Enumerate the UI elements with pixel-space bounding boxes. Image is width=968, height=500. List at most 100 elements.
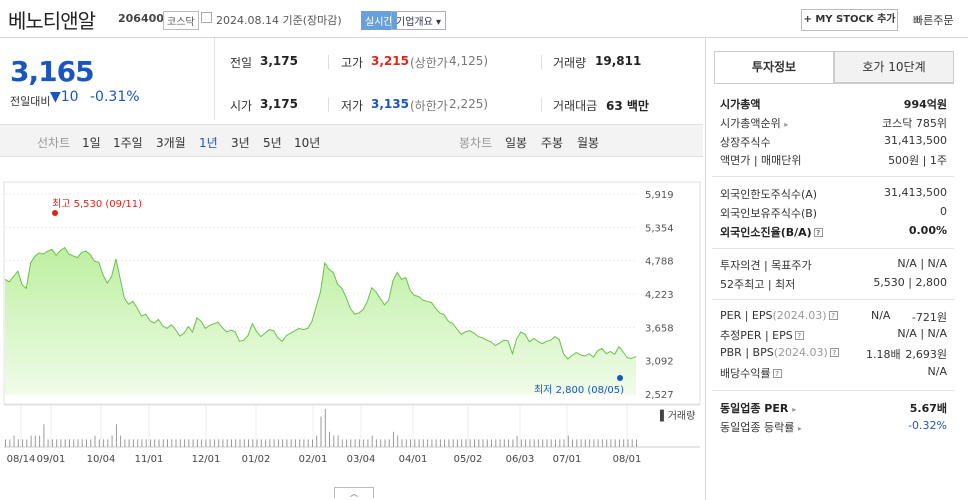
volume-bar bbox=[465, 439, 467, 447]
market-cap-rank-label[interactable]: 시가총액순위 ▸ bbox=[720, 115, 788, 131]
volume-bar bbox=[98, 439, 100, 447]
my-stock-add-button[interactable]: + MY STOCK 추가 bbox=[801, 9, 898, 31]
volume-bar bbox=[290, 439, 292, 447]
pbr-bps-date: (2024.03) bbox=[773, 346, 828, 359]
volume-bar bbox=[508, 439, 510, 447]
y-tick-label: 5,919 bbox=[645, 190, 674, 201]
foreign-holding-value: 0 bbox=[940, 205, 947, 218]
volume-bar bbox=[307, 439, 309, 447]
volume-bar bbox=[563, 439, 565, 447]
company-info-dropdown[interactable]: 기업개요 ▾ bbox=[391, 11, 447, 30]
volume-bar bbox=[461, 439, 463, 447]
price-line bbox=[4, 246, 637, 360]
volume-bar bbox=[623, 439, 625, 447]
compare-label: 전일대비 bbox=[10, 95, 51, 108]
industry-per-label[interactable]: 동일업종 PER ▸ bbox=[720, 400, 796, 416]
volume-bar bbox=[273, 439, 275, 447]
help-icon[interactable]: ? bbox=[828, 311, 838, 320]
stock-code: 206400 bbox=[118, 12, 164, 25]
volume-bar bbox=[512, 439, 514, 447]
x-tick-label: 09/01 bbox=[37, 454, 66, 465]
realtime-button[interactable]: 실시간 bbox=[361, 11, 397, 30]
open-label: 시가 bbox=[230, 99, 253, 113]
volume-bar bbox=[201, 439, 203, 447]
help-icon[interactable]: ? bbox=[772, 369, 782, 378]
volume-bar bbox=[320, 416, 322, 447]
opinion-target-label: 투자의견 | 목표주가 bbox=[720, 259, 812, 272]
x-tick-label: 07/01 bbox=[553, 454, 582, 465]
volume-bar bbox=[367, 439, 369, 447]
collapse-chart-button[interactable]: ︿ bbox=[334, 487, 374, 498]
period-3y[interactable]: 3년 bbox=[231, 136, 250, 150]
tab-invest-info[interactable]: 투자정보 bbox=[714, 51, 834, 83]
volume-bar bbox=[269, 439, 271, 447]
volume-bar bbox=[529, 439, 531, 447]
volume-bar bbox=[167, 439, 168, 447]
volume-bar bbox=[542, 439, 544, 447]
plot-frame bbox=[3, 181, 701, 405]
tab-orderbook[interactable]: 호가 10단계 bbox=[834, 51, 954, 83]
volume-bar bbox=[17, 439, 19, 447]
low-label: 저가 bbox=[341, 99, 364, 113]
max-annotation: 최고 5,530 (09/11) bbox=[52, 198, 142, 210]
volume-bar bbox=[60, 439, 62, 447]
high-label: 고가 bbox=[341, 56, 364, 70]
upper-limit-label: (상한가 bbox=[410, 56, 448, 70]
volume-bar bbox=[363, 439, 365, 447]
volume-bar bbox=[358, 439, 360, 447]
volume-bar bbox=[525, 439, 527, 447]
x-tick-label: 03/04 bbox=[347, 454, 376, 465]
volume-bar bbox=[158, 439, 160, 447]
volume-bar bbox=[486, 439, 488, 447]
volume-bar bbox=[405, 439, 407, 447]
volume-bar bbox=[179, 439, 181, 447]
volume-bar bbox=[614, 439, 616, 447]
volume-bar bbox=[567, 435, 569, 447]
est-per-eps-label: 추정PER | EPS? bbox=[720, 327, 804, 343]
candle-monthly[interactable]: 월봉 bbox=[577, 136, 600, 150]
y-tick-label: 4,788 bbox=[645, 257, 674, 268]
stock-name: 베노티앤알 bbox=[8, 9, 96, 33]
volume-bar bbox=[34, 435, 36, 447]
help-icon[interactable]: ? bbox=[813, 228, 823, 237]
help-icon[interactable]: ? bbox=[794, 331, 804, 340]
period-1y[interactable]: 1년 bbox=[199, 136, 218, 150]
divider bbox=[328, 98, 329, 112]
industry-per-value: 5.67배 bbox=[909, 402, 947, 415]
max-point bbox=[52, 210, 58, 216]
volume-bar bbox=[239, 439, 241, 447]
volume-bar bbox=[482, 439, 484, 447]
candle-daily[interactable]: 일봉 bbox=[505, 136, 528, 150]
price-chart[interactable]: 5,919 5,354 4,788 4,223 3,658 3,092 2,527 08/14… bbox=[0, 157, 703, 500]
pbr-value: 1.18배 bbox=[866, 348, 901, 361]
week52-label: 52주최고 | 최저 bbox=[720, 278, 796, 291]
volume-bar bbox=[256, 439, 258, 447]
period-5y[interactable]: 5년 bbox=[263, 136, 282, 150]
volume-bar bbox=[141, 439, 143, 447]
volume-bar bbox=[90, 439, 92, 447]
period-10y[interactable]: 10년 bbox=[294, 136, 321, 150]
period-1d[interactable]: 1일 bbox=[82, 136, 101, 150]
volume-bar bbox=[303, 439, 305, 447]
volume-bar bbox=[618, 439, 620, 447]
volume-label: ▌거래량 bbox=[659, 409, 695, 422]
industry-rate-label[interactable]: 동일업종 등락률 ▸ bbox=[720, 419, 802, 435]
volume-bar bbox=[435, 439, 437, 447]
market-cap-value: 994억원 bbox=[903, 98, 947, 111]
period-1w[interactable]: 1주일 bbox=[113, 136, 143, 150]
volume-bar bbox=[226, 439, 228, 447]
volume-label: 거래량 bbox=[553, 56, 587, 70]
foreign-exhaust-label: 외국인소진율(B/A)? bbox=[720, 224, 823, 240]
candle-weekly[interactable]: 주봉 bbox=[541, 136, 564, 150]
chart-period-bar bbox=[0, 124, 703, 157]
volume-bar bbox=[329, 431, 330, 447]
period-3m[interactable]: 3개월 bbox=[156, 136, 186, 150]
volume-bar bbox=[260, 439, 262, 447]
line-chart-label: 선차트 bbox=[37, 136, 71, 150]
quick-order-button[interactable]: 빠른주문 bbox=[913, 14, 954, 27]
volume-bar bbox=[77, 439, 79, 447]
volume-bar bbox=[162, 439, 164, 447]
help-icon[interactable]: ? bbox=[829, 348, 839, 357]
volume-bar bbox=[299, 439, 301, 447]
volume-bar bbox=[448, 439, 450, 447]
